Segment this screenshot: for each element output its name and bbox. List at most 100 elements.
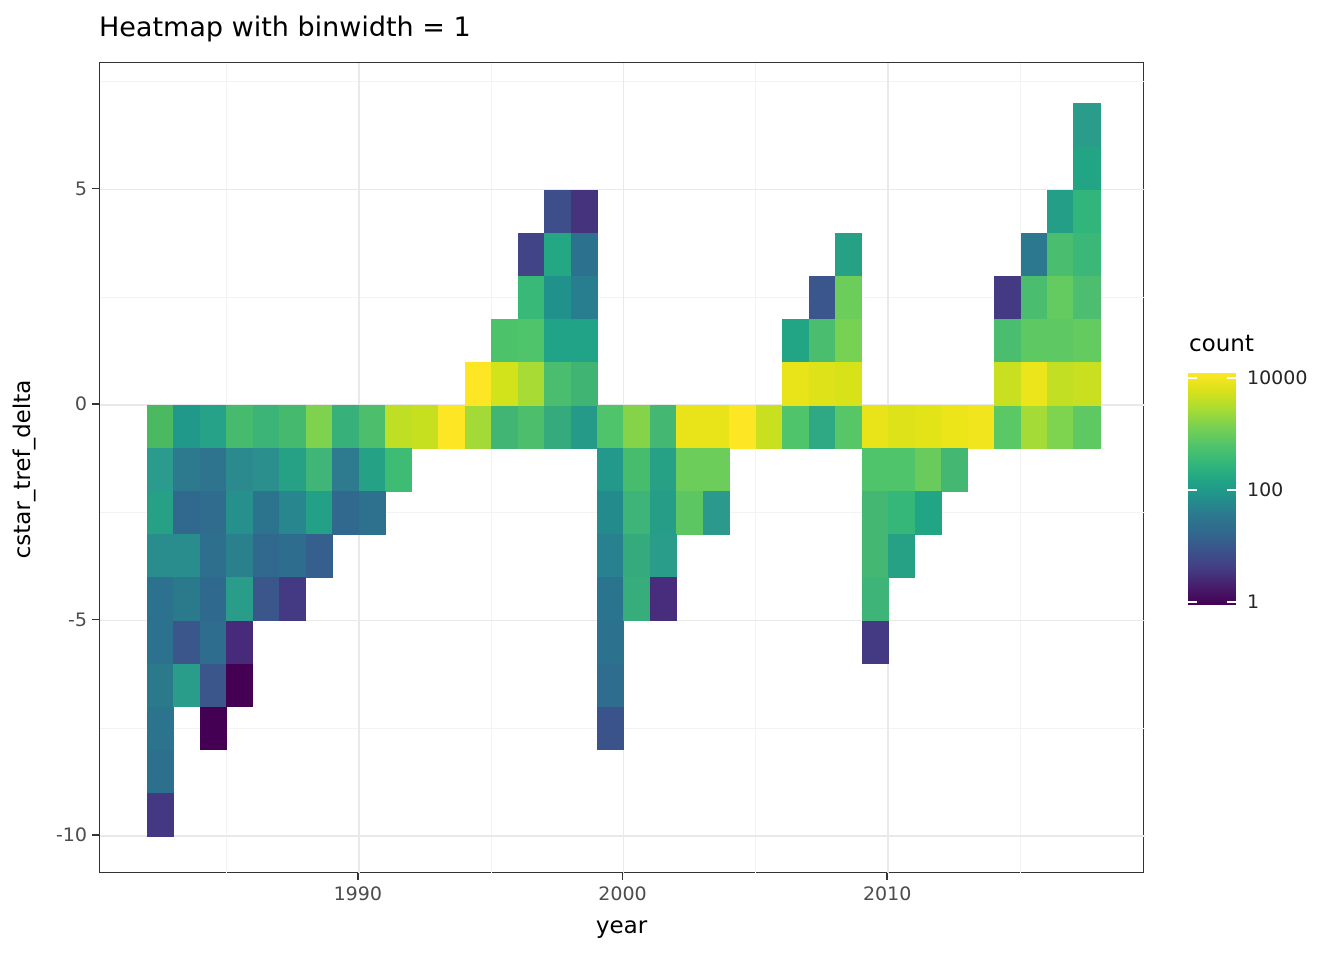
heatmap-cell (570, 189, 598, 234)
legend-title: count (1189, 331, 1254, 357)
heatmap-cell (861, 405, 889, 449)
heatmap-cell (173, 491, 201, 535)
heatmap-cell (226, 491, 254, 535)
heatmap-cell (279, 448, 307, 492)
heatmap-cell (702, 448, 730, 492)
heatmap-cell (570, 361, 598, 406)
heatmap-cell (147, 792, 175, 837)
x-tick-label: 2000 (598, 883, 647, 905)
y-minor-gridline (100, 296, 1145, 298)
heatmap-cell (623, 491, 651, 535)
x-tick-label: 2010 (862, 883, 912, 905)
heatmap-cell (438, 405, 466, 449)
heatmap-cell (1073, 232, 1101, 277)
y-major-gridline (100, 835, 1145, 837)
heatmap-cell (623, 534, 651, 578)
heatmap-cell (676, 491, 704, 535)
heatmap-cell (570, 275, 598, 320)
heatmap-cell (861, 577, 889, 622)
heatmap-cell (199, 448, 227, 492)
heatmap-cell (1073, 405, 1101, 449)
y-tick-mark (92, 618, 99, 621)
plot-panel (99, 62, 1145, 874)
heatmap-cell (835, 361, 863, 406)
heatmap-cell (570, 405, 598, 449)
heatmap-cell (1073, 275, 1101, 320)
heatmap-cell (517, 275, 545, 320)
heatmap-cell (517, 232, 545, 277)
heatmap-cell (147, 749, 175, 794)
heatmap-cell (967, 405, 995, 449)
heatmap-cell (1020, 405, 1048, 449)
heatmap-cell (305, 405, 333, 449)
heatmap-cell (491, 318, 519, 363)
y-tick-mark (92, 834, 99, 836)
heatmap-cell (782, 318, 810, 363)
heatmap-cell (808, 405, 836, 449)
heatmap-cell (808, 318, 836, 363)
heatmap-cell (649, 405, 677, 449)
heatmap-cell (1020, 361, 1048, 406)
heatmap-cell (147, 448, 175, 492)
heatmap-cell (914, 448, 942, 492)
heatmap-cell (544, 232, 572, 277)
heatmap-cell (570, 232, 598, 277)
legend-tick-label: 10000 (1247, 367, 1308, 389)
heatmap-cell (808, 361, 836, 406)
x-minor-gridline (1020, 63, 1021, 874)
heatmap-cell (888, 448, 916, 492)
x-tick-mark (357, 873, 359, 880)
heatmap-cell (994, 275, 1022, 320)
heatmap-cell (544, 189, 572, 234)
heatmap-cell (1020, 275, 1048, 320)
heatmap-cell (252, 577, 280, 622)
heatmap-cell (888, 534, 916, 578)
heatmap-cell (226, 448, 254, 492)
heatmap-cell (173, 405, 201, 449)
heatmap-cell (544, 275, 572, 320)
heatmap-cell (147, 577, 175, 622)
legend-tick-dash (1227, 600, 1236, 604)
heatmap-cell (941, 405, 969, 449)
heatmap-cell (491, 405, 519, 449)
heatmap-cell (147, 663, 175, 708)
y-axis-title: cstar_tref_delta (10, 379, 36, 559)
heatmap-cell (623, 448, 651, 492)
heatmap-cell (252, 448, 280, 492)
heatmap-cell (570, 318, 598, 363)
heatmap-cell (1073, 146, 1101, 191)
heatmap-cell (861, 491, 889, 535)
heatmap-cell (702, 405, 730, 449)
legend-tick-dash (1188, 488, 1197, 492)
heatmap-cell (729, 405, 757, 449)
heatmap-cell (1020, 232, 1048, 277)
heatmap-cell (517, 318, 545, 363)
y-minor-gridline (100, 81, 1145, 83)
legend-tick-dash (1188, 600, 1197, 604)
heatmap-cell (544, 318, 572, 363)
legend-tick-label: 1 (1247, 591, 1260, 613)
heatmap-cell (623, 405, 651, 449)
heatmap-cell (332, 448, 360, 492)
legend-tick-dash (1188, 376, 1197, 380)
heatmap-cell (305, 534, 333, 578)
heatmap-cell (464, 405, 492, 449)
heatmap-cell (226, 663, 254, 708)
heatmap-cell (464, 361, 492, 406)
heatmap-cell (544, 361, 572, 406)
heatmap-cell (358, 448, 386, 492)
y-tick-label: -10 (55, 824, 87, 846)
heatmap-cell (147, 491, 175, 535)
heatmap-cell (676, 405, 704, 449)
heatmap-cell (173, 577, 201, 622)
legend-tick-dash (1227, 376, 1236, 380)
heatmap-cell (1046, 405, 1075, 449)
heatmap-cell (702, 491, 730, 535)
heatmap-cell (596, 620, 625, 665)
y-major-gridline (100, 188, 1145, 191)
heatmap-cell (1073, 318, 1101, 363)
heatmap-cell (226, 620, 254, 665)
y-tick-label: 5 (74, 177, 87, 200)
heatmap-cell (358, 405, 386, 449)
